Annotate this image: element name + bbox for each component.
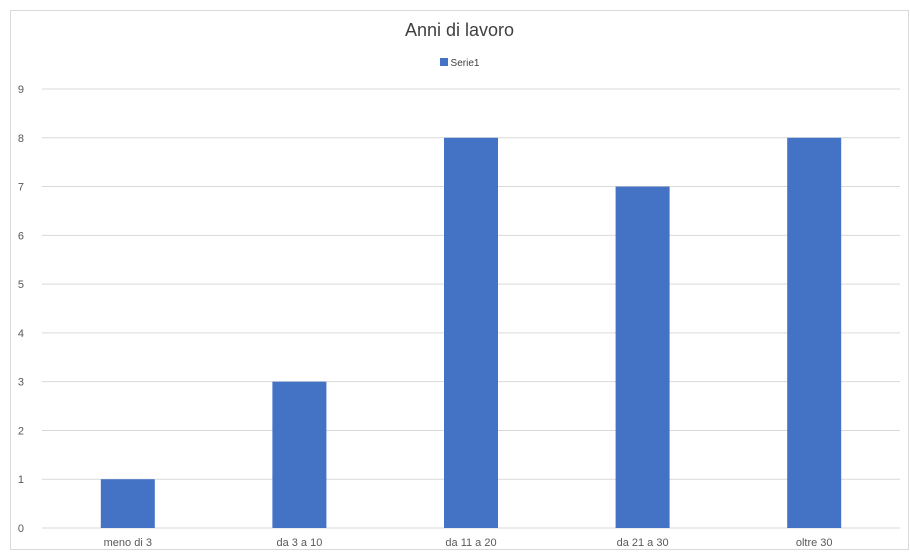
y-tick-label: 4	[18, 328, 24, 340]
y-tick-label: 0	[18, 523, 24, 535]
y-tick-label: 5	[18, 279, 24, 291]
x-axis-ticks: meno di 3 da 3 a 10 da 11 a 20 da 21 a 30 ol…	[104, 537, 833, 549]
y-tick-label: 2	[18, 425, 24, 437]
x-tick-label: da 21 a 30	[617, 537, 669, 549]
chart-title: Anni di lavoro	[404, 20, 515, 40]
bar-1	[272, 381, 327, 528]
y-tick-label: 6	[18, 230, 24, 242]
x-tick-label: oltre 30	[796, 537, 833, 549]
x-tick-label: da 3 a 10	[276, 537, 322, 549]
bar-4	[787, 137, 842, 528]
y-tick-label: 8	[18, 133, 24, 145]
y-tick-label: 1	[18, 474, 24, 486]
bars	[100, 137, 842, 529]
legend: Serie1	[10, 58, 909, 69]
bar-2	[444, 137, 498, 528]
y-axis-ticks: 0 1 2 3 4 5 6 7 8 9	[18, 84, 24, 535]
y-tick-label: 7	[18, 182, 24, 194]
y-tick-label: 3	[18, 377, 24, 389]
legend-label: Serie1	[450, 58, 480, 69]
x-tick-label: meno di 3	[104, 537, 152, 549]
legend-swatch	[439, 58, 448, 67]
x-tick-label: da 11 a 20	[445, 537, 496, 549]
bar-0	[100, 479, 155, 528]
y-tick-label: 9	[18, 84, 24, 96]
bar-3	[615, 186, 670, 529]
